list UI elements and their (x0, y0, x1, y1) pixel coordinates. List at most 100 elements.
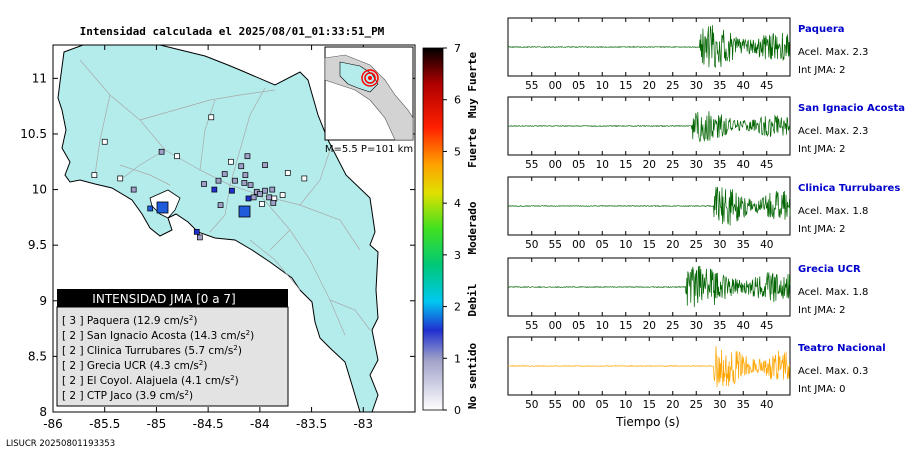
waveform-tick-label: 10 (596, 159, 609, 171)
paquera-marker (156, 201, 169, 214)
station-marker (147, 205, 154, 212)
map-ytick-label: 11 (32, 71, 47, 85)
colorbar-tick-label: 5 (454, 145, 461, 158)
station-marker (174, 153, 180, 160)
legend: INTENSIDAD JMA [0 a 7] [ 3 ] Paquera (12… (56, 289, 289, 407)
waveform-tick-label: 35 (737, 239, 750, 251)
waveform-panel: 50 55 00 05 10 15 20 25 30 35 40 Teatro Nacional Ace… (507, 336, 886, 411)
waveform-trace (508, 111, 791, 142)
colorbar-tick-label: 0 (454, 404, 461, 417)
station-marker (208, 114, 215, 121)
waveform-tick-label: 50 (525, 239, 538, 251)
waveform-tick-label: 30 (713, 239, 726, 251)
station-marker (266, 194, 273, 201)
waveform-trace (507, 25, 791, 68)
station-marker (217, 202, 224, 208)
map-xtick-label: -84.5 (193, 417, 224, 431)
waveform-panel: 50 55 00 05 10 15 20 25 30 35 40 Clinica Turrubares… (507, 176, 900, 251)
waveform-trace (507, 186, 791, 226)
costa-rica-land (57, 44, 379, 413)
map-ytick-label: 9.5 (28, 238, 47, 252)
station-marker (270, 200, 277, 206)
map-xtick-label: -86 (43, 417, 63, 431)
waveform-tick-label: 25 (666, 320, 679, 332)
waveform-tick-label: 55 (525, 80, 538, 92)
legend-item: [ 3 ] Paquera (12.9 cm/s2) (62, 314, 197, 327)
station-marker (259, 201, 265, 207)
waveform-tick-label: 20 (643, 80, 656, 92)
station-marker (101, 138, 108, 145)
inset-epicenter (361, 69, 379, 87)
station-acel: Acel. Max. 2.3 (798, 126, 868, 137)
map-xtick-label: -84 (250, 417, 270, 431)
station-acel: Acel. Max. 1.8 (798, 206, 868, 217)
waveform-tick-label: 30 (713, 399, 726, 411)
epicenter-marker (238, 205, 251, 218)
waveform-tick-label: 20 (643, 320, 656, 332)
colorbar: 7 6 5 4 3 2 1 0 Muy Fuerte Fuerte Moderado Debil No… (422, 42, 479, 417)
waveform-tick-label: 25 (666, 80, 679, 92)
waveform-tick-label: 10 (596, 80, 609, 92)
station-marker (279, 192, 286, 198)
waveform-tick-label: 50 (525, 399, 538, 411)
waveform-tick-label: 05 (572, 159, 585, 171)
waveform-tick-label: 15 (619, 320, 632, 332)
station-marker (244, 153, 251, 160)
station-marker (262, 187, 268, 194)
waveform-tick-label: 15 (619, 159, 632, 171)
station-marker (247, 182, 254, 188)
station-int: Int JMA: 2 (798, 144, 846, 155)
legend-item: [ 2 ] San Ignacio Acosta (14.3 cm/s2) (62, 329, 254, 342)
legend-item: [ 2 ] Clinica Turrubares (5.7 cm/s2) (62, 344, 242, 357)
waveform-tick-label: 45 (760, 320, 773, 332)
colorbar-tick-label: 7 (454, 42, 461, 55)
station-marker (228, 158, 234, 165)
waveform-tick-label: 35 (713, 320, 726, 332)
waveform-trace (507, 346, 791, 388)
waveform-tick-label: 30 (690, 320, 703, 332)
station-int: Int JMA: 2 (798, 65, 846, 76)
station-marker (229, 187, 235, 194)
station-marker (91, 172, 98, 178)
map-ytick-label: 8.5 (28, 349, 47, 363)
station-marker (238, 163, 245, 170)
waveform-tick-label: 10 (596, 320, 609, 332)
map-xtick-label: -83.5 (296, 417, 327, 431)
waveform-tick-label: 20 (666, 239, 679, 251)
map-ytick-label: 10.5 (20, 127, 47, 141)
map-xtick-label: -85.5 (89, 417, 120, 431)
waveform-tick-label: 25 (666, 159, 679, 171)
colorbar-label: Moderado (466, 201, 479, 254)
waveform-tick-label: 05 (596, 239, 609, 251)
waveform-tick-label: 35 (713, 80, 726, 92)
station-marker (245, 195, 252, 202)
waveform-panel: 55 00 05 10 15 20 25 30 35 40 45 Grecia UCR Acel. Ma… (507, 257, 868, 332)
station-marker (269, 186, 276, 193)
waveform-tick-label: 40 (737, 320, 750, 332)
waveform-tick-label: 45 (760, 159, 773, 171)
station-marker (232, 177, 238, 184)
map-frame (52, 44, 416, 413)
waveform-tick-label: 55 (525, 159, 538, 171)
map-ytick-label: 10 (32, 183, 47, 197)
waveform-tick-label: 10 (619, 239, 632, 251)
station-marker (215, 177, 222, 184)
waveform-tick-label: 15 (619, 80, 632, 92)
waveform-tick-label: 05 (596, 399, 609, 411)
waveform-tick-label: 35 (737, 399, 750, 411)
colorbar-tick-label: 3 (454, 249, 461, 262)
wave-xlabel: Tiempo (s) (615, 415, 680, 429)
station-marker (211, 186, 218, 193)
waveform-tick-label: 25 (690, 399, 703, 411)
waveform-tick-label: 15 (643, 399, 656, 411)
waveform-tick-label: 25 (690, 239, 703, 251)
waveform-tick-label: 55 (549, 399, 562, 411)
map-ytick-label: 9 (39, 294, 47, 308)
station-marker (241, 180, 248, 186)
waveform-panel: 55 00 05 10 15 20 25 30 35 40 45 Paquera Acel. Max. … (507, 17, 868, 92)
inset-map: M=5.5 P=101 km (324, 46, 414, 155)
colorbar-tick-label: 6 (454, 94, 461, 107)
colorbar-label: No sentido (466, 343, 479, 410)
station-marker (301, 175, 308, 182)
station-marker (257, 191, 263, 197)
